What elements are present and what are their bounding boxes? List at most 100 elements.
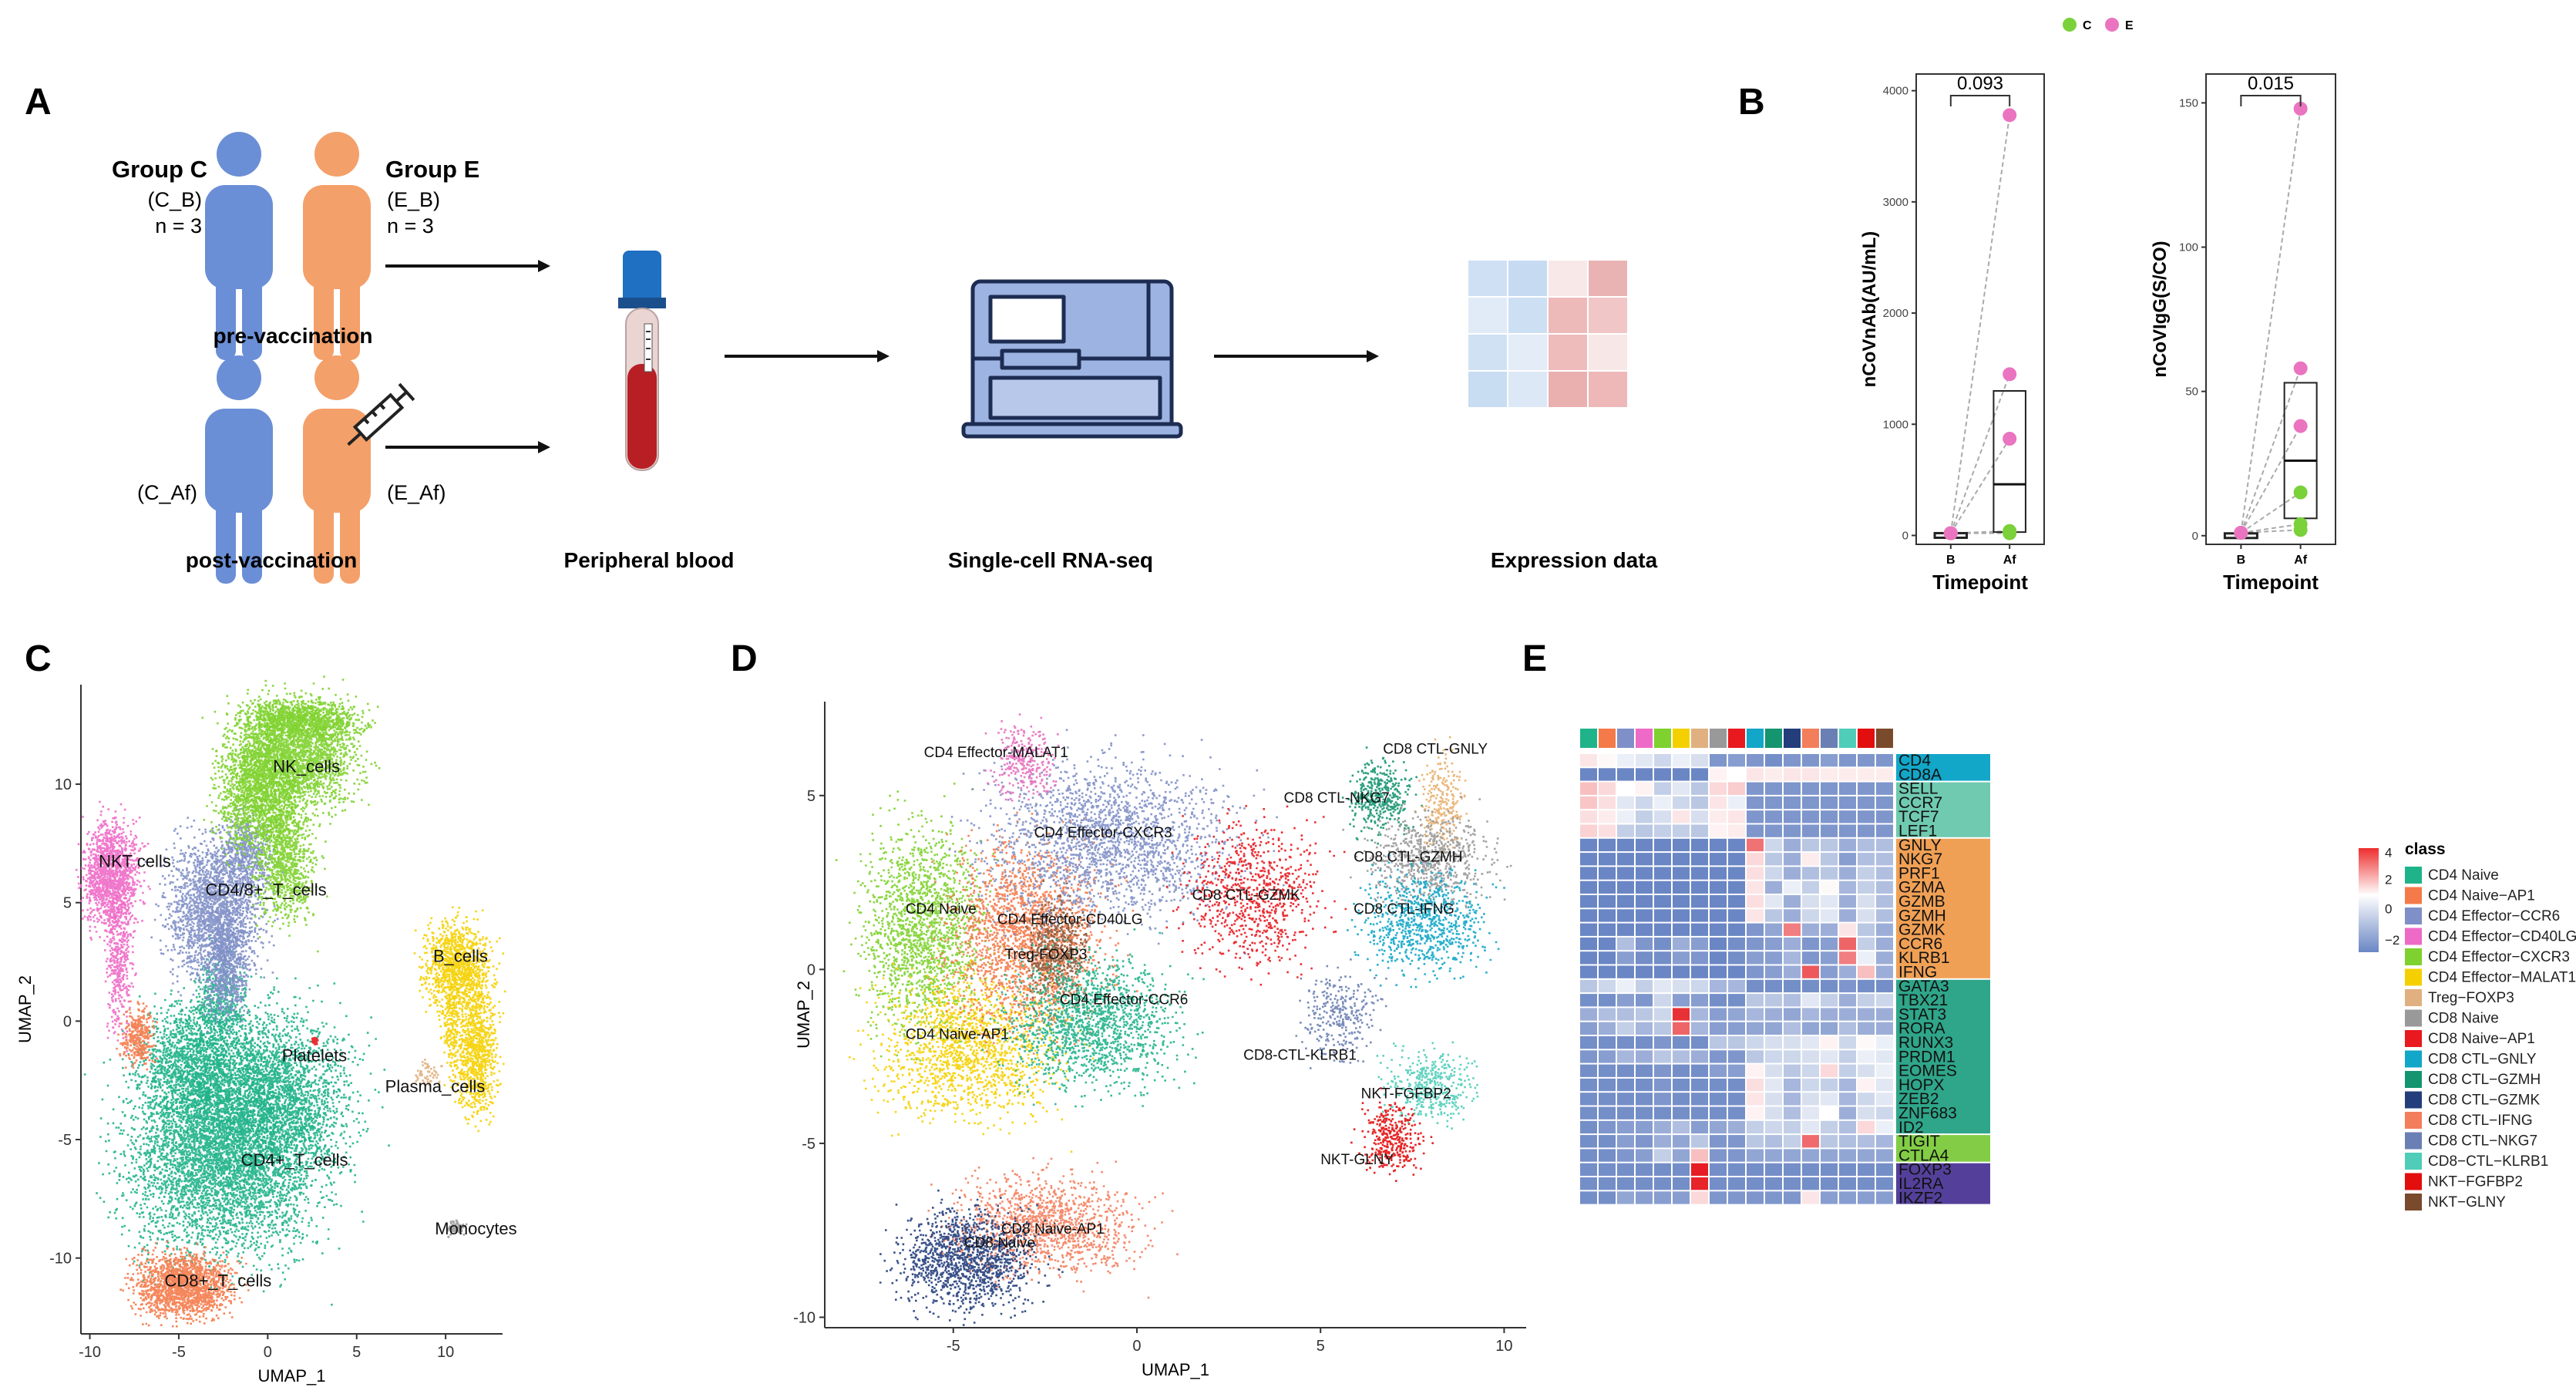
heatmap-cell [1710,1050,1727,1063]
gene-label: LEF1 [1898,823,1937,840]
heatmap-cell [1858,881,1875,894]
heatmap-cell [1599,1191,1616,1204]
legend-label: CD4 Effector−CXCR3 [2428,949,2570,965]
gene-label: CCR6 [1898,935,1942,953]
heatmap-cell [1691,1177,1708,1190]
heatmap-cell [1765,895,1782,908]
heatmap-cell [1673,1050,1690,1063]
heatmap-cell [1691,909,1708,922]
heatmap-cell [1636,1036,1653,1049]
arrow [1214,350,1379,362]
heatmap-cell [1580,951,1597,965]
heatmap-cell [1858,768,1875,781]
heatmap-cell [1802,1177,1819,1190]
data-point [1943,526,1958,540]
heatmap-cell [1784,1036,1801,1049]
heatmap-cell [1710,881,1727,894]
legend-label: CD8 Naive [2428,1011,2499,1027]
heatmap-cell [1673,1191,1690,1204]
pair-line [2240,491,2302,534]
cluster-points [1347,854,1505,988]
pair-line [2241,523,2301,534]
panel-e: E CD4CD8ASELLCCR7TCF7LEF1GNLYNKG7PRF1GZM… [1522,638,2576,1210]
heatmap-cell [1728,909,1745,922]
cluster-points [1019,880,1100,1017]
heatmap-cell [1747,838,1764,852]
heatmap-cell [1654,1106,1671,1120]
heatmap-cell [1821,994,1838,1007]
panel-label-e: E [1522,638,1547,679]
column-annotation [1839,729,1856,748]
heatmap-cell [1802,838,1819,852]
y-tick-label: -5 [802,1136,816,1153]
heatmap-cell [1839,810,1856,823]
heatmap-cell [1876,867,1893,880]
heatmap-cell [1691,937,1708,951]
heatmap-cell [1876,853,1893,866]
cluster-points [119,1241,250,1328]
heatmap-cell [1821,1163,1838,1176]
heatmap-cell [1580,1163,1597,1176]
cluster-label: NK_cells [273,757,340,776]
heatmap-cell [1636,782,1653,795]
umap-d: -5 0 5 10 -10 -5 0 5 UMAP_1 UMAP_2 CD4 Effector-MA… [793,702,1526,1379]
heatmap-cell [1858,796,1875,810]
heatmap-cell [1654,838,1671,852]
heatmap-cell [1691,1120,1708,1134]
heatmap-cell [1691,1135,1708,1148]
heatmap-cell [1765,1149,1782,1162]
heatmap-cell [1691,796,1708,810]
cluster-label: CD4 Effector-CD40LG [997,912,1143,928]
row-annotation [1896,979,1990,1134]
legend-swatch [2405,928,2422,945]
cluster-points [311,1036,319,1046]
heatmap-cell [1673,895,1690,908]
heatmap-cell [1673,867,1690,880]
heatmap-cell [1858,951,1875,965]
heatmap-cell [1599,1036,1616,1049]
gene-label: GZMA [1898,879,1945,897]
legend-swatch-c [2063,18,2077,32]
heatmap-cell [1580,1120,1597,1134]
heatmap-cell [1636,1120,1653,1134]
heatmap-cell [1580,824,1597,837]
legend-title: class [2405,840,2446,858]
heatmap-cell [1636,1008,1653,1021]
legend-label: NKT−FGFBP2 [2428,1174,2523,1190]
x-tick-label: Af [2003,554,2017,567]
heatmap-cell [1802,1120,1819,1134]
heatmap-cell [1617,1120,1634,1134]
heatmap-cell [1710,937,1727,951]
heatmap-cell [1876,782,1893,795]
heatmap-cell [1654,1163,1671,1176]
heatmap-cell [1839,782,1856,795]
heatmap-cell [1636,881,1653,894]
heatmap-cell [1821,838,1838,852]
x-tick-label: B [1946,554,1956,567]
heatmap-cell [1821,1064,1838,1077]
heatmap-cell [1784,1135,1801,1148]
heatmap-cell [1710,994,1727,1007]
heatmap-cell [1876,895,1893,908]
heatmap-cell [1839,923,1856,936]
gene-label: STAT3 [1898,1005,1946,1023]
heatmap-cell [1580,838,1597,852]
heatmap-cell [1636,810,1653,823]
cluster-label: CD4 Effector-CXCR3 [1034,825,1172,841]
heatmap-cell [1858,923,1875,936]
heatmap-cell [1747,909,1764,922]
legend-label-e: E [2125,19,2134,32]
heatmap-cell [1876,1064,1893,1077]
cluster-label: NKT cells [99,852,171,871]
heatmap-cell [1654,768,1671,781]
heatmap-cell [1636,1163,1653,1176]
heatmap-cell [1858,1120,1875,1134]
gene-label: IKZF2 [1898,1189,1942,1207]
legend-swatch [2405,907,2422,924]
heatmap-cell [1802,782,1819,795]
heatmap-cell [1580,1036,1597,1049]
column-annotation [1728,729,1745,748]
heatmap-cell [1784,782,1801,795]
heatmap-cell [1636,1135,1653,1148]
heatmap-cell [1876,1135,1893,1148]
